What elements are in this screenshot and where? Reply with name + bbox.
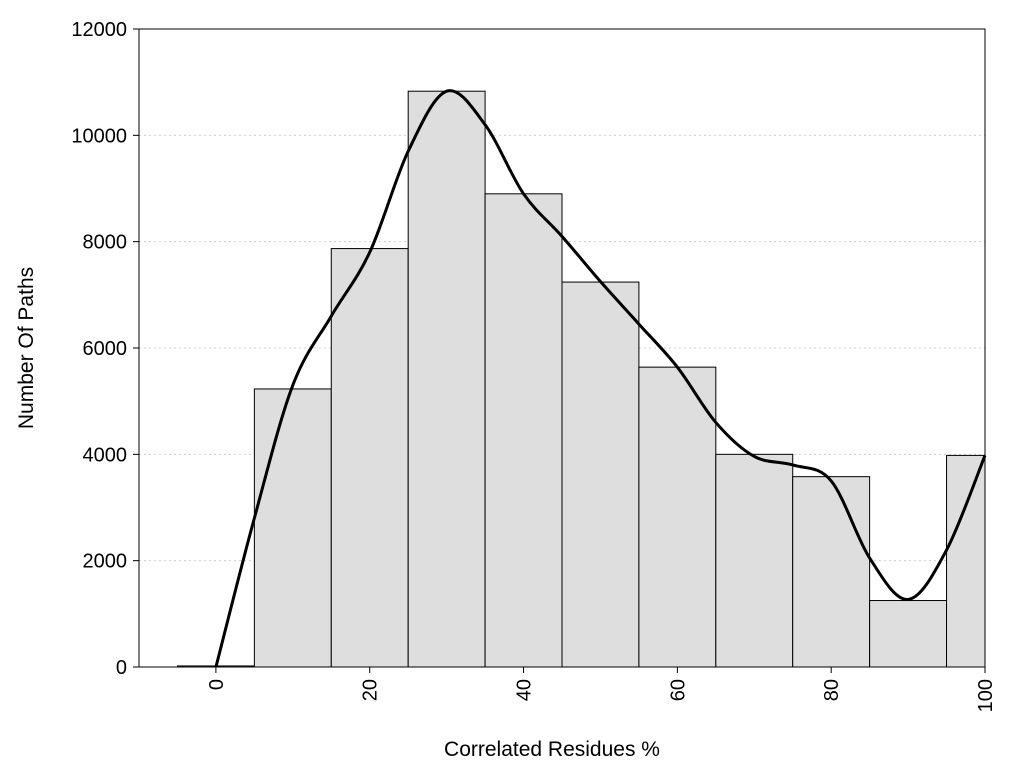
x-tick-label-4: 80 xyxy=(821,679,843,701)
y-tick-label-6: 12000 xyxy=(71,19,127,41)
y-tick-label-3: 6000 xyxy=(83,338,128,360)
bar-6 xyxy=(638,366,717,668)
y-tick-label-1: 2000 xyxy=(83,551,128,573)
x-axis-title: Correlated Residues % xyxy=(444,738,660,761)
bar-9 xyxy=(869,600,948,668)
x-axis-ticks: 0 20 40 60 80 100 xyxy=(206,667,997,712)
bar-5 xyxy=(561,281,640,668)
bar-1 xyxy=(253,388,332,668)
density-curve xyxy=(214,89,987,668)
bar-4 xyxy=(484,193,563,668)
y-tick-label-0: 0 xyxy=(116,657,127,679)
bar-2 xyxy=(330,248,409,668)
x-tick-label-1: 20 xyxy=(360,679,382,701)
bar-7 xyxy=(715,453,794,668)
bar-8 xyxy=(792,476,871,668)
x-tick-label-0: 0 xyxy=(206,679,228,690)
y-tick-label-2: 4000 xyxy=(83,444,128,466)
y-tick-label-4: 8000 xyxy=(83,232,128,254)
y-axis-ticks: 0 2000 4000 6000 8000 10000 12000 xyxy=(71,19,139,679)
x-tick-label-5: 100 xyxy=(975,679,997,712)
x-tick-label-3: 60 xyxy=(667,679,689,701)
histogram-bars xyxy=(176,90,986,668)
bar-3 xyxy=(407,90,486,668)
x-tick-label-2: 40 xyxy=(514,679,536,701)
bar-10 xyxy=(946,454,986,668)
y-tick-label-5: 10000 xyxy=(71,125,127,147)
y-axis-title: Number Of Paths xyxy=(15,267,38,429)
density-curve-layer xyxy=(214,89,987,668)
